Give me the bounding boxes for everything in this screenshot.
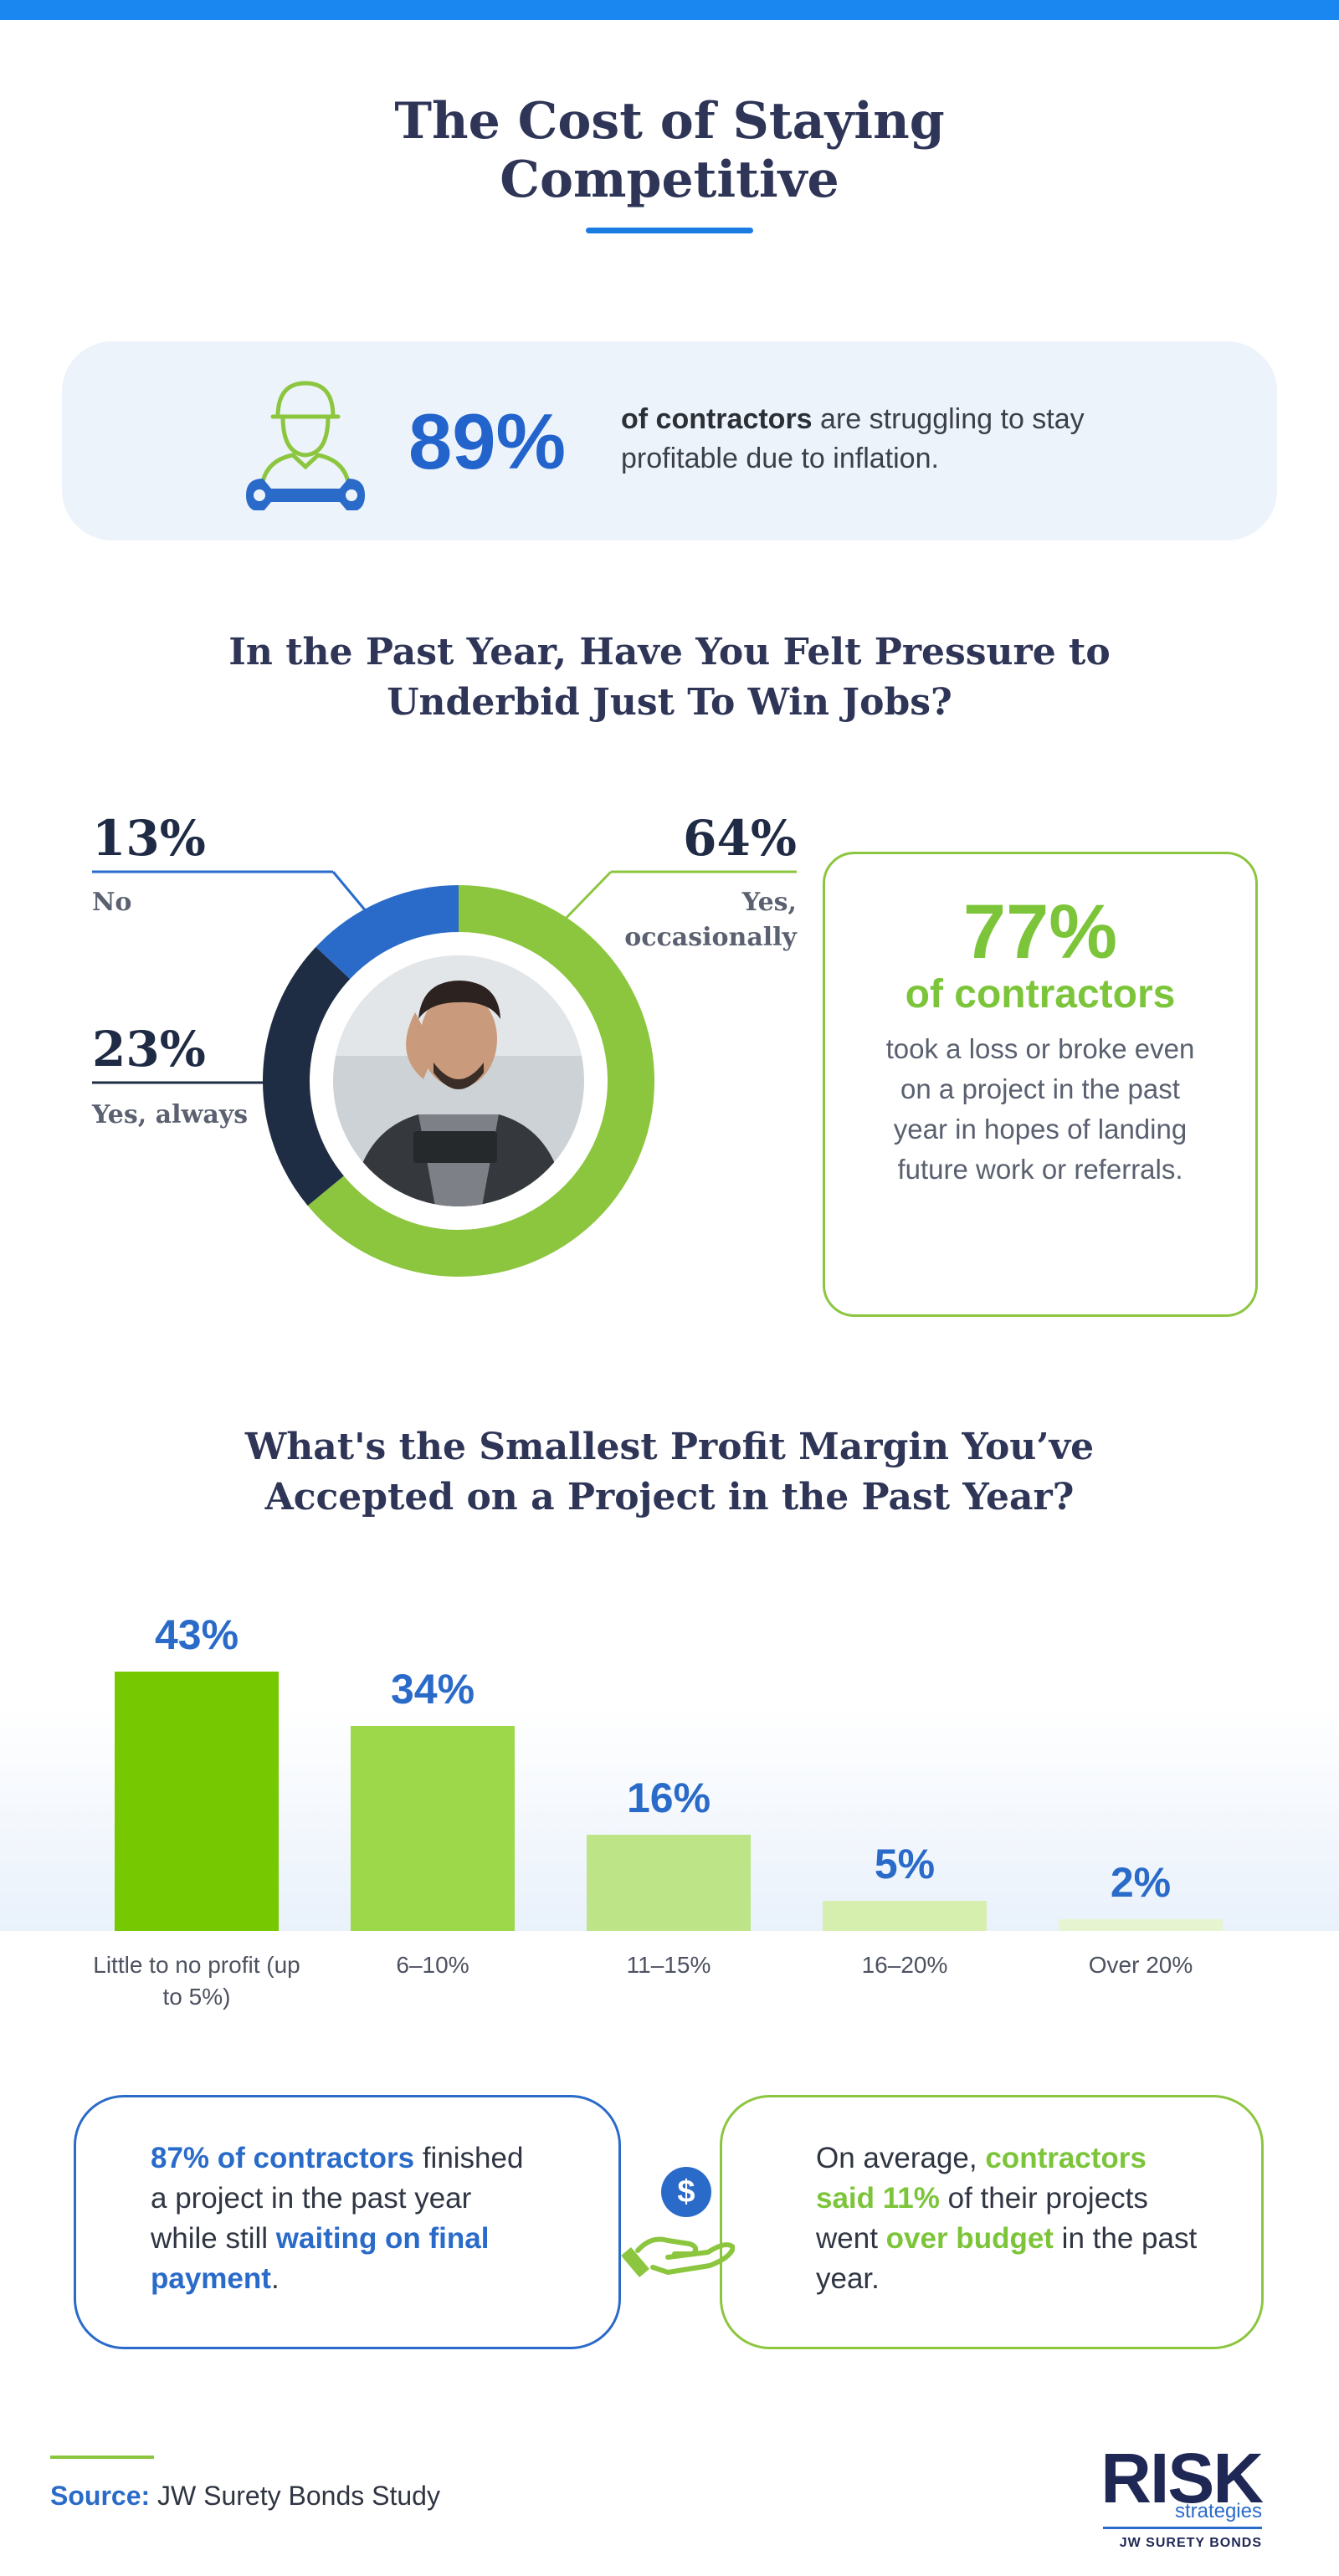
worker-photo — [333, 955, 584, 1206]
page-title: The Cost of Staying Competitive — [394, 92, 945, 209]
donut-label-occasionally: Yes, occasionally — [624, 888, 797, 952]
donut-label-always: Yes, always — [92, 1100, 249, 1129]
source-label: Source: — [50, 2481, 151, 2511]
dollar-coin-icon — [661, 2167, 711, 2217]
payment-card-text: 87% of contractors finished a project in… — [151, 2138, 544, 2299]
bar-category-label-1: Little to no profit (up to 5%) — [93, 1952, 300, 2010]
contractor-wrench-icon — [246, 381, 365, 510]
stat-bold-text: of contractors — [621, 403, 813, 435]
payment-highlight: 87% of contractors — [151, 2142, 415, 2174]
budget-middle: of their projects went — [816, 2182, 1148, 2255]
leader-line-occasionally-diag — [557, 870, 613, 927]
logo-risk-word: RISK — [1100, 2439, 1264, 2517]
budget-card-text: On average, contractors said 11% of thei… — [816, 2138, 1201, 2299]
donut-chart — [92, 870, 797, 1277]
donut-label-always-pct: 23% — [92, 1021, 206, 1078]
bar-value-label-4: 5% — [874, 1840, 936, 1887]
stat-rest-text: are struggling to stay profitable due to… — [621, 403, 1085, 474]
bar-chart: 43% Little to no profit (up to 5%) 34% 6–10… — [0, 1573, 1339, 2041]
bar-value-label-3: 16% — [626, 1774, 711, 1821]
logo-tagline: JW SURETY BONDS — [1119, 2536, 1262, 2550]
bar-value-label-2: 34% — [390, 1665, 475, 1713]
bar-1 — [115, 1672, 279, 1931]
budget-highlight-2: over budget — [885, 2222, 1054, 2255]
bar-category-label-2: 6–10% — [396, 1952, 469, 1978]
budget-end: in the past year. — [816, 2222, 1198, 2295]
bar-2 — [351, 1725, 515, 1931]
coin-symbol: $ — [677, 2174, 695, 2210]
bar-3 — [587, 1834, 751, 1931]
bar-section-title: What's the Smallest Profit Margin You’ve… — [244, 1426, 1095, 1518]
donut-label-occasionally-pct: 64% — [683, 810, 797, 867]
budget-start: On average, — [816, 2142, 986, 2174]
source-text: JW Surety Bonds Study — [150, 2481, 440, 2511]
bar-category-label-4: 16–20% — [861, 1952, 948, 1978]
info-box-text: took a loss or broke even on a project i… — [885, 1033, 1195, 1185]
budget-highlight: contractors said 11% — [816, 2142, 1147, 2215]
title-underline — [586, 228, 753, 233]
info-box-value: 77% — [962, 889, 1118, 975]
bar-category-label-5: Over 20% — [1088, 1952, 1193, 1978]
bar-category-label-3: 11–15% — [626, 1952, 711, 1978]
donut-slice-yes-always — [263, 946, 351, 1206]
source-divider — [50, 2456, 154, 2459]
donut-section-title: In the Past Year, Have You Felt Pressure… — [228, 631, 1111, 724]
donut-slices — [263, 885, 654, 1277]
info-box-subtitle: of contractors — [905, 972, 1176, 1017]
payment-middle: finished a project in the past year whil… — [151, 2142, 524, 2255]
payment-end: . — [270, 2262, 280, 2295]
stat-value: 89% — [408, 397, 567, 485]
payment-card — [74, 2095, 621, 2349]
payment-highlight-2: waiting on final payment — [151, 2222, 490, 2295]
budget-card — [720, 2095, 1264, 2349]
top-accent-bar — [0, 0, 1339, 20]
logo-strategies: strategies — [1174, 2500, 1262, 2522]
bar-4 — [823, 1900, 987, 1931]
source: Source: JW Surety Bonds Study — [50, 2478, 440, 2513]
info-box — [823, 852, 1258, 1317]
donut-label-no: No — [92, 888, 132, 917]
bar-value-label-1: 43% — [154, 1611, 239, 1658]
bar-value-label-5: 2% — [1110, 1858, 1172, 1906]
donut-slice-no — [316, 885, 459, 980]
donut-slice-yes-occasionally — [307, 885, 654, 1277]
stat-description: of contractors are struggling to stay pr… — [621, 400, 1123, 479]
donut-label-no-pct: 13% — [92, 810, 206, 867]
bar-5 — [1059, 1918, 1223, 1931]
logo-divider — [1103, 2527, 1262, 2529]
hand-dollar-coin-icon — [621, 2167, 735, 2277]
